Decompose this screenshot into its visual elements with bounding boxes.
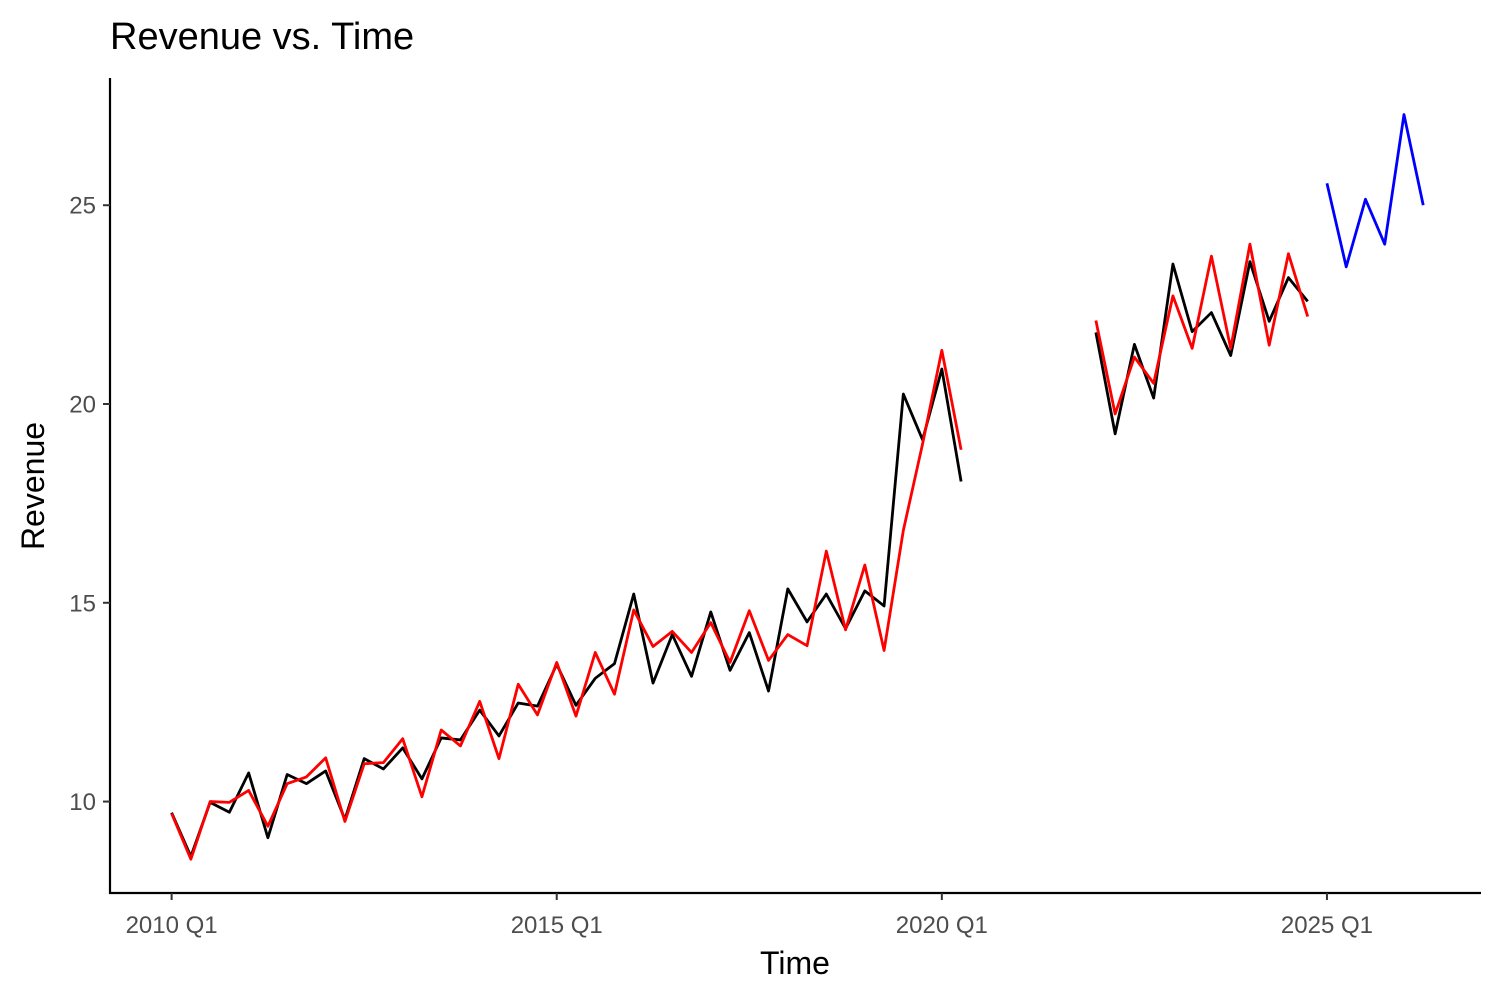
x-tick-label: 2010 Q1: [126, 912, 218, 939]
series-2-segment-2-line: [1094, 242, 1310, 416]
x-axis-label: Time: [760, 945, 830, 981]
x-tick-label: 2025 Q1: [1281, 912, 1373, 939]
series-1-segment-2-line: [1094, 260, 1309, 436]
y-tick-label: 15: [69, 590, 96, 617]
x-tick-label: 2020 Q1: [896, 912, 988, 939]
series-2-segment-1-line: [170, 348, 963, 861]
series-3-segment-1-line: [1325, 113, 1425, 269]
x-tick-label: 2015 Q1: [511, 912, 603, 939]
y-axis-label: Revenue: [15, 422, 51, 550]
y-tick-label: 20: [69, 392, 96, 419]
series-1-segment-1-line: [170, 367, 963, 858]
plot-area: [170, 113, 1425, 861]
y-tick-label: 10: [69, 789, 96, 816]
y-tick-label: 25: [69, 193, 96, 220]
chart-title: Revenue vs. Time: [110, 16, 414, 58]
axes: 10 15 20 25 2010 Q1 2015 Q1 2020 Q1 2025 Q1: [69, 78, 1481, 939]
